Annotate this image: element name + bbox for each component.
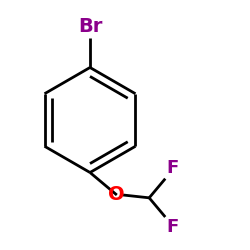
Text: Br: Br xyxy=(78,17,102,36)
Text: O: O xyxy=(108,186,125,204)
Text: F: F xyxy=(166,160,179,178)
Text: F: F xyxy=(166,218,179,236)
